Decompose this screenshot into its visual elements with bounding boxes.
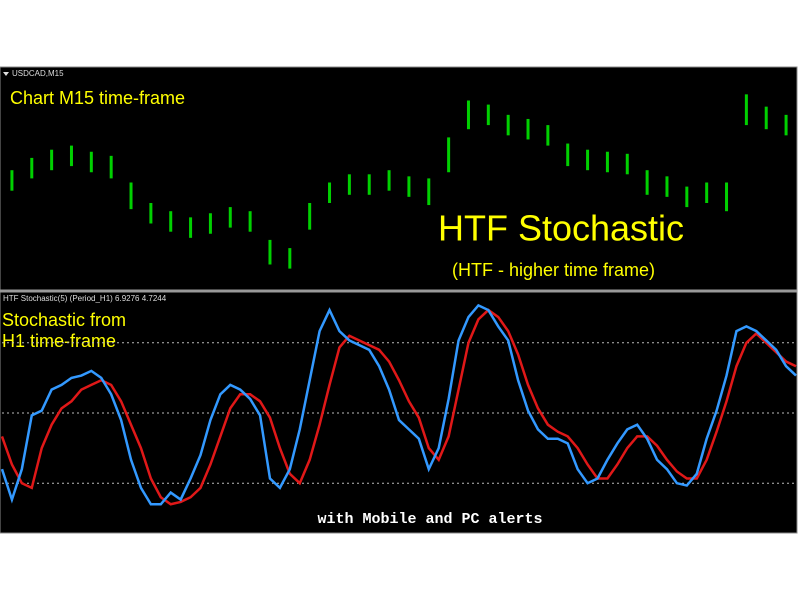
annotation: with Mobile and PC alerts [317,511,542,528]
annotation: H1 time-frame [2,331,116,351]
stochastic-line [0,308,797,506]
indicator-label: HTF Stochastic(5) (Period_H1) 6.9276 4.7… [3,294,167,303]
symbol-label: USDCAD,M15 [12,69,64,78]
menu-arrow[interactable] [3,72,9,76]
annotation: Chart M15 time-frame [10,88,185,108]
stochastic-line [0,303,797,506]
annotation: (HTF - higher time frame) [452,260,655,280]
annotation: HTF Stochastic [438,208,684,249]
annotation: Stochastic from [2,310,126,330]
